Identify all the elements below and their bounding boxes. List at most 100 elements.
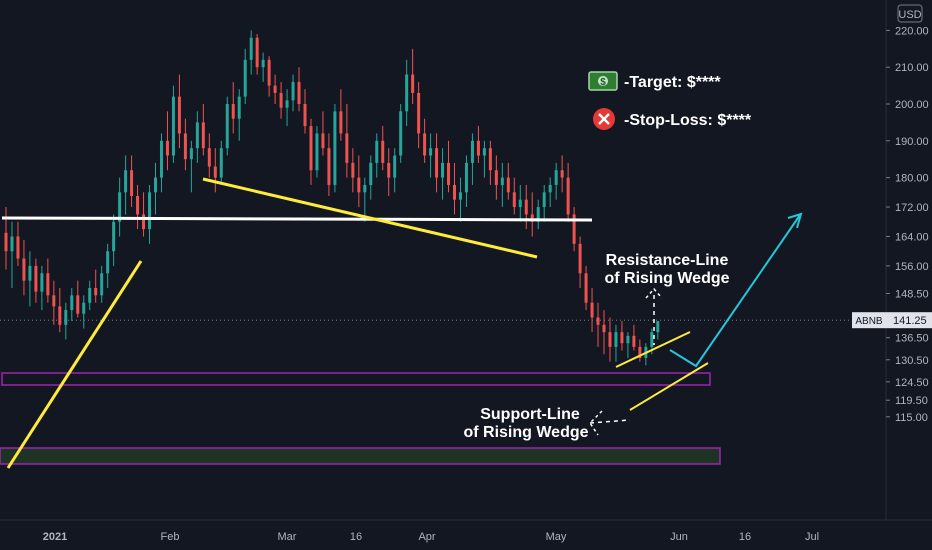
- candle-body: [393, 155, 397, 178]
- time-tick-label: Mar: [278, 531, 297, 543]
- candle-body: [4, 232, 8, 252]
- support-callout-line: [589, 419, 631, 424]
- candle-body: [94, 288, 98, 296]
- candle-body: [249, 37, 253, 60]
- candle-body: [154, 177, 157, 193]
- candle-body: [656, 321, 660, 333]
- time-tick-label: Jun: [670, 531, 688, 543]
- price-axis[interactable]: 220.00 210.00 200.00 190.00 180.00 172.00 164.…: [0, 0, 932, 521]
- candle-body: [417, 92, 421, 134]
- downtrend-line[interactable]: [202, 177, 538, 259]
- candle-body: [106, 251, 110, 274]
- candle-body: [171, 96, 175, 156]
- candle-body: [357, 177, 361, 193]
- candle-body: [285, 100, 289, 108]
- candle-body: [447, 162, 451, 185]
- time-tick-label: 16: [739, 531, 751, 543]
- candle-body: [584, 273, 588, 303]
- candle-body: [303, 104, 307, 127]
- symbol-label-box: [852, 312, 886, 329]
- candle-body: [213, 166, 217, 178]
- candles-layer: [4, 30, 660, 366]
- time-tick-label: 2021: [43, 531, 67, 543]
- candle-body: [375, 140, 379, 163]
- candle-body: [231, 104, 235, 119]
- candle-body: [225, 104, 229, 149]
- candle-body: [626, 335, 630, 344]
- close-circle-icon: [593, 108, 615, 130]
- dollar-symbol: $: [600, 77, 606, 88]
- candle-body: [482, 148, 486, 156]
- candle-body: [165, 140, 169, 156]
- candle-body: [399, 111, 403, 156]
- time-tick-label: 16: [350, 531, 362, 543]
- candle-body: [464, 162, 468, 193]
- wedge-support-line[interactable]: [629, 362, 709, 411]
- candle-body: [118, 192, 122, 222]
- candle-body: [112, 221, 116, 252]
- currency-badge-box[interactable]: [897, 4, 923, 23]
- legend: $ -Target: $**** -Stop-Loss: $****: [588, 71, 752, 130]
- horizontal-resistance-line[interactable]: [1, 216, 593, 222]
- candle-body: [148, 192, 152, 230]
- candle-body: [369, 162, 373, 185]
- drawings-layer[interactable]: [0, 177, 803, 469]
- candle-body: [536, 207, 540, 222]
- candle-body: [506, 177, 510, 193]
- time-axis[interactable]: 2021 Feb Mar 16 Apr May Jun 16 Jul: [43, 531, 819, 543]
- candle-body: [638, 346, 642, 358]
- support-zone-upper[interactable]: [1, 372, 711, 386]
- resistance-callout-arrow: [645, 287, 663, 299]
- candle-body: [494, 170, 498, 185]
- candle-body: [219, 148, 223, 178]
- price-tick-label: 156.00: [895, 261, 929, 273]
- candle-body: [261, 59, 265, 68]
- currency-badge[interactable]: USD: [898, 9, 921, 21]
- candle-body: [88, 288, 92, 303]
- projected-path[interactable]: [669, 214, 801, 368]
- candle-body: [339, 111, 343, 134]
- candle-body: [40, 273, 44, 292]
- dollar-bill-icon: $: [588, 71, 618, 91]
- candle-body: [201, 122, 205, 149]
- candle-body: [321, 133, 325, 149]
- candle-body: [267, 59, 271, 86]
- candle-body: [46, 273, 50, 296]
- price-tick-label: 119.50: [895, 395, 928, 407]
- candle-body: [596, 317, 600, 325]
- candle-body: [327, 148, 331, 185]
- uptrend-line[interactable]: [6, 260, 143, 469]
- price-tick-label: 210.00: [895, 62, 929, 74]
- price-tick-label: 200.00: [895, 99, 929, 111]
- candle-body: [441, 162, 445, 178]
- candle-body: [279, 92, 283, 108]
- candle-body: [524, 199, 528, 215]
- resistance-label-line1: Resistance-Line: [606, 252, 729, 269]
- price-tick-label: 124.50: [895, 377, 929, 389]
- time-tick-label: Feb: [161, 531, 180, 543]
- price-tick-label: 190.00: [895, 136, 929, 148]
- support-zone-lower[interactable]: [0, 447, 721, 465]
- candle-body: [548, 184, 552, 193]
- candle-body: [560, 170, 564, 178]
- candle-body: [333, 111, 337, 185]
- candle-body: [632, 335, 636, 347]
- candle-body: [620, 332, 624, 344]
- candle-body: [82, 302, 86, 314]
- candle-body: [52, 295, 56, 307]
- candle-body: [189, 148, 193, 160]
- candle-body: [130, 170, 134, 196]
- time-tick-label: Apr: [418, 531, 435, 543]
- candle-body: [566, 177, 570, 215]
- candle-body: [602, 324, 606, 333]
- dollar-bill-center: [598, 76, 608, 86]
- last-price-box: [886, 312, 932, 329]
- candle-body: [28, 265, 32, 281]
- wedge-resistance-line[interactable]: [615, 331, 691, 368]
- candle-body: [100, 273, 104, 296]
- time-tick-label: Jul: [805, 531, 819, 543]
- price-tick-label: 164.00: [895, 231, 929, 243]
- price-tick-label: 148.50: [895, 289, 929, 301]
- candle-body: [177, 96, 181, 134]
